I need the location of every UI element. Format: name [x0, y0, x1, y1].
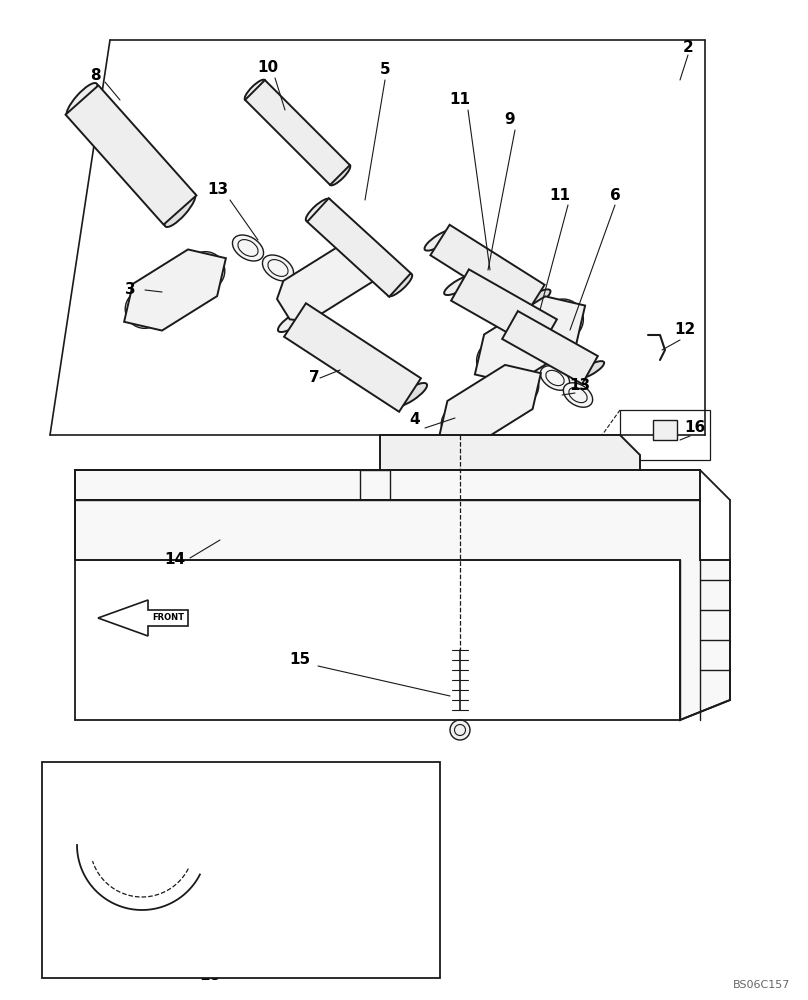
Ellipse shape [245, 80, 265, 100]
Text: 13: 13 [208, 182, 229, 198]
Ellipse shape [450, 720, 470, 740]
Ellipse shape [454, 724, 465, 736]
Text: 4: 4 [410, 412, 420, 428]
Polygon shape [65, 85, 196, 225]
Ellipse shape [541, 366, 570, 390]
Ellipse shape [552, 308, 574, 331]
Ellipse shape [268, 260, 288, 276]
Ellipse shape [195, 260, 217, 282]
Ellipse shape [66, 83, 98, 117]
Ellipse shape [352, 529, 364, 541]
Polygon shape [75, 470, 700, 500]
Polygon shape [380, 435, 640, 470]
Text: 2: 2 [683, 40, 693, 55]
Text: FRONT: FRONT [152, 613, 184, 622]
Ellipse shape [187, 252, 225, 290]
Text: 7: 7 [309, 370, 319, 385]
Ellipse shape [444, 275, 476, 295]
Text: 18: 18 [200, 968, 221, 984]
Text: 9: 9 [505, 112, 516, 127]
Ellipse shape [520, 289, 550, 311]
Polygon shape [431, 225, 545, 315]
Ellipse shape [388, 274, 412, 296]
Ellipse shape [409, 534, 421, 546]
Text: 16: 16 [684, 420, 705, 436]
Text: 11: 11 [549, 188, 570, 202]
Polygon shape [653, 420, 677, 440]
Ellipse shape [532, 325, 564, 345]
Polygon shape [75, 500, 730, 720]
Ellipse shape [424, 229, 456, 251]
Ellipse shape [369, 522, 381, 534]
Text: 8: 8 [90, 68, 100, 83]
Ellipse shape [503, 368, 539, 404]
Ellipse shape [278, 308, 312, 332]
Ellipse shape [330, 165, 351, 185]
Ellipse shape [477, 340, 517, 381]
Text: LOWER FRAME: LOWER FRAME [272, 863, 348, 873]
Polygon shape [42, 762, 440, 978]
Text: 3: 3 [124, 282, 135, 298]
Polygon shape [245, 80, 350, 185]
Ellipse shape [125, 290, 164, 328]
Text: 10: 10 [258, 60, 279, 76]
Ellipse shape [238, 240, 258, 256]
Ellipse shape [441, 542, 453, 554]
Ellipse shape [662, 426, 668, 434]
Ellipse shape [393, 383, 427, 407]
Ellipse shape [496, 316, 524, 334]
Text: BS06C157: BS06C157 [733, 980, 790, 990]
Text: 15: 15 [289, 652, 310, 668]
Ellipse shape [486, 349, 508, 372]
Text: 12: 12 [675, 322, 696, 338]
Polygon shape [502, 311, 598, 384]
Ellipse shape [405, 511, 455, 529]
Polygon shape [307, 198, 410, 297]
Ellipse shape [233, 235, 263, 261]
Ellipse shape [563, 383, 592, 407]
Text: 6: 6 [609, 188, 621, 202]
Polygon shape [98, 600, 188, 636]
Ellipse shape [576, 361, 604, 379]
Polygon shape [124, 249, 226, 331]
Polygon shape [451, 269, 557, 351]
Ellipse shape [659, 424, 671, 436]
Ellipse shape [305, 199, 330, 221]
Ellipse shape [569, 387, 587, 403]
Ellipse shape [510, 376, 531, 396]
Ellipse shape [441, 406, 478, 442]
Polygon shape [475, 296, 585, 384]
Ellipse shape [449, 414, 470, 434]
Text: 5: 5 [380, 62, 390, 78]
Polygon shape [284, 303, 421, 412]
Ellipse shape [263, 255, 293, 281]
Text: 14: 14 [165, 552, 186, 568]
Ellipse shape [165, 193, 196, 227]
Text: 11: 11 [449, 93, 470, 107]
Ellipse shape [133, 298, 155, 320]
Ellipse shape [543, 299, 583, 340]
Text: 13: 13 [570, 377, 591, 392]
Polygon shape [439, 365, 541, 445]
Text: 17: 17 [162, 964, 183, 980]
Ellipse shape [546, 370, 564, 386]
Polygon shape [277, 238, 383, 322]
